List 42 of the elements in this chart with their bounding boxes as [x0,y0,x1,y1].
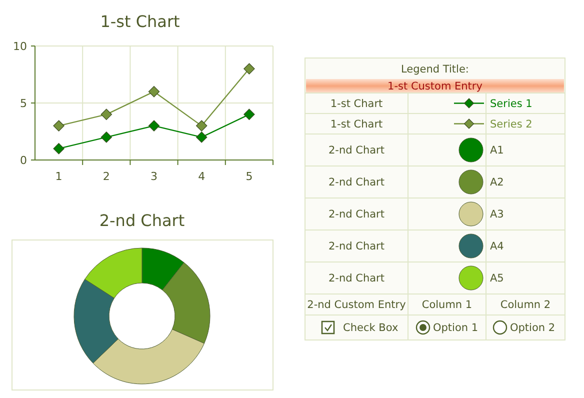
x-tick-label: 5 [246,170,253,183]
chart-title: 2-nd Chart [328,176,384,189]
point [53,142,64,154]
text: 1-st Custom Entry [388,80,482,93]
y-tick-label: 5 [20,96,27,110]
y-tick-label: 0 [20,154,27,167]
legend-label: A3 [490,208,504,221]
point [148,120,160,132]
x-tick-label: 2 [102,170,110,183]
chart-title: 2-nd Chart [328,144,384,157]
x-tick-label: 1 [55,170,62,183]
chart-title: 1-st Chart [330,118,383,130]
point [244,63,255,74]
x-tick-label: 4 [198,170,206,183]
point [148,86,160,98]
chart-title: 1-st Chart [100,12,180,31]
text: Series 1 [490,98,532,110]
text: Option 1 [433,322,478,334]
legend-title: Legend Title: [401,64,469,76]
point [53,120,64,132]
text: Check Box [343,322,398,334]
text: Option 2 [510,322,556,334]
y-tick-label: 10 [13,40,27,53]
point [100,132,112,143]
point [244,108,255,120]
chart-title: 1-st Chart [330,98,383,110]
text: Column 1 [422,299,472,312]
text: Column 2 [500,299,551,312]
legend-label: A1 [490,144,504,157]
chart-title: 2-nd Chart [328,208,384,221]
legend-label: A2 [490,176,504,189]
x-tick-label: 3 [150,170,158,183]
chart-title: 2-nd Chart [328,240,384,253]
point [196,132,208,143]
legend-label: A5 [490,272,504,285]
point [196,120,208,132]
text: 2-nd Chart [99,211,185,230]
legend-label: A4 [490,240,504,253]
chart-title: 2-nd Chart [328,272,384,285]
text: 2-nd Custom Entry [307,299,406,312]
text: Series 2 [490,118,532,130]
point [100,108,112,120]
